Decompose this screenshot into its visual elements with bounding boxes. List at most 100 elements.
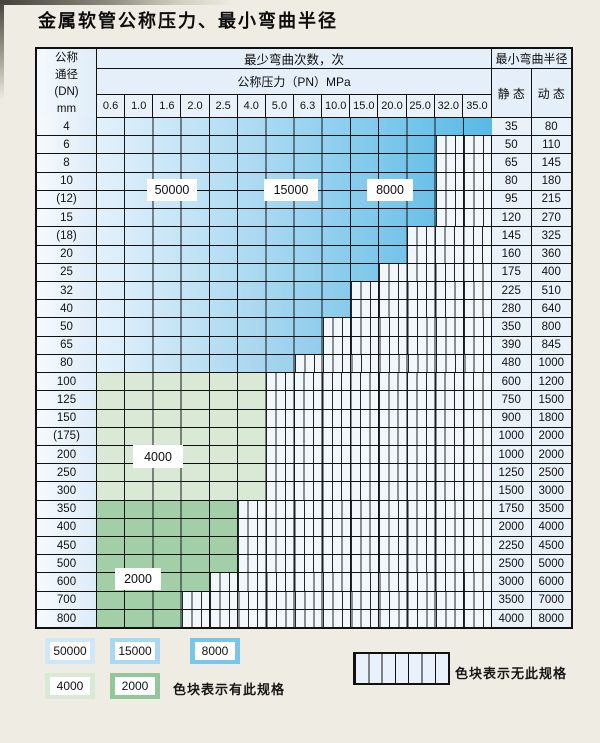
static-radius-value: 50 — [492, 136, 532, 154]
static-radius-value: 1000 — [492, 445, 532, 464]
static-radius-value: 1500 — [492, 482, 532, 500]
dn-cell: 25 — [37, 263, 97, 281]
static-radius-value: 2000 — [492, 518, 532, 537]
dn-cell: 300 — [37, 482, 97, 500]
pressure-cells — [97, 609, 492, 628]
dn-cell: 800 — [37, 609, 97, 628]
column-grid-lines — [97, 354, 491, 373]
dynamic-radius-value: 145 — [531, 154, 571, 172]
static-radius-value: 80 — [492, 172, 532, 190]
static-radius-value: 3500 — [492, 591, 532, 609]
dynamic-radius-value: 640 — [531, 300, 571, 318]
dynamic-radius-value: 2500 — [531, 464, 571, 482]
table-body: 4 35 80 6 50 110 8 65 145 10 80 180 (12) 95 215 15 120 27… — [37, 118, 571, 628]
static-radius-value: 1750 — [492, 500, 532, 518]
table-row-dn-6: 6 50 110 — [37, 136, 571, 155]
dynamic-radius-value: 110 — [531, 136, 571, 154]
pressure-cells — [97, 209, 492, 227]
static-radius-value: 2250 — [492, 537, 532, 555]
dn-cell: 150 — [37, 409, 97, 427]
static-radius-value: 1000 — [492, 427, 532, 445]
pressure-header-10.0: 10.0 — [322, 95, 351, 117]
dn-cell: 4 — [37, 118, 97, 136]
column-grid-lines — [97, 227, 491, 245]
pressure-header-5.0: 5.0 — [265, 95, 294, 117]
dn-cell: 50 — [37, 318, 97, 336]
legend-swatch-2000-label: 2000 — [115, 677, 155, 695]
dn-cell: 80 — [37, 354, 97, 373]
pressure-header-32.0: 32.0 — [434, 95, 463, 117]
table-row-dn-8: 8 65 145 — [37, 154, 571, 173]
column-grid-lines — [97, 500, 491, 518]
pressure-cells — [97, 300, 492, 318]
dynamic-radius-value: 180 — [531, 172, 571, 190]
dn-cell: 32 — [37, 281, 97, 300]
legend-swatch-15000-label: 15000 — [115, 642, 155, 660]
column-grid-lines — [97, 427, 491, 445]
dynamic-radius-value: 1200 — [531, 373, 571, 391]
table-row-dn-150: 150 900 1800 — [37, 409, 571, 428]
table-row-dn-350: 350 1750 3500 — [37, 500, 571, 519]
pressure-header-25.0: 25.0 — [406, 95, 435, 117]
static-radius-value: 1250 — [492, 464, 532, 482]
pressure-cells — [97, 136, 492, 154]
pressure-header-6.3: 6.3 — [293, 95, 323, 117]
pressure-cells — [97, 500, 492, 518]
static-radius-value: 390 — [492, 336, 532, 354]
dn-cell: 40 — [37, 300, 97, 318]
header-bend-radius: 最小弯曲半径 — [492, 49, 571, 69]
pressure-header-2.5: 2.5 — [209, 95, 238, 117]
dynamic-radius-value: 4000 — [531, 518, 571, 537]
pressure-cells — [97, 336, 492, 354]
dn-cell: 125 — [37, 391, 97, 409]
legend: 50000 15000 8000 4000 2000 色块表示有此规格 色块表示… — [0, 630, 600, 730]
dynamic-radius-value: 2000 — [531, 445, 571, 464]
column-grid-lines — [97, 609, 491, 628]
pressure-cells — [97, 118, 492, 136]
pressure-cells — [97, 573, 492, 591]
dynamic-radius-value: 270 — [531, 209, 571, 227]
legend-swatch-50000: 50000 — [45, 638, 95, 664]
header-dn-line4: mm — [56, 103, 77, 115]
table-row-dn-18: (18) 145 325 — [37, 227, 571, 246]
legend-swatch-2000: 2000 — [110, 673, 160, 699]
column-grid-lines — [97, 300, 491, 318]
column-grid-lines — [97, 318, 491, 336]
legend-no-spec-swatch — [353, 652, 450, 685]
static-radius-value: 120 — [492, 209, 532, 227]
column-grid-lines — [97, 118, 491, 136]
pressure-cells — [97, 409, 492, 427]
dn-cell: 450 — [37, 537, 97, 555]
dynamic-radius-value: 5000 — [531, 555, 571, 573]
static-radius-value: 3000 — [492, 573, 532, 591]
table-row-dn-32: 32 225 510 — [37, 281, 571, 301]
zone-label-15000: 15000 — [264, 179, 318, 201]
legend-swatch-8000-label: 8000 — [195, 642, 235, 660]
table-row-dn-4: 4 35 80 — [37, 118, 571, 137]
dn-cell: 350 — [37, 500, 97, 518]
pressure-cells — [97, 427, 492, 445]
table-row-dn-15: 15 120 270 — [37, 209, 571, 228]
table-row-dn-100: 100 600 1200 — [37, 373, 571, 392]
dynamic-radius-value: 400 — [531, 263, 571, 281]
header-dn-line1: 公称 — [55, 52, 78, 64]
header-bend-cycles: 最少弯曲次数，次 — [97, 49, 492, 69]
dynamic-radius-value: 4500 — [531, 537, 571, 555]
dynamic-radius-value: 3500 — [531, 500, 571, 518]
static-radius-value: 280 — [492, 300, 532, 318]
dn-cell: 20 — [37, 245, 97, 263]
table-row-dn-600: 600 3000 6000 — [37, 573, 571, 592]
page-title: 金属软管公称压力、最小弯曲半径 — [38, 11, 338, 31]
dynamic-radius-value: 3000 — [531, 482, 571, 500]
table-row-dn-25: 25 175 400 — [37, 263, 571, 282]
legend-swatch-8000: 8000 — [190, 638, 240, 664]
pressure-cells — [97, 154, 492, 172]
pressure-header-2.0: 2.0 — [181, 95, 210, 117]
column-grid-lines — [97, 518, 491, 537]
pressure-cells — [97, 354, 492, 373]
dynamic-radius-value: 845 — [531, 336, 571, 354]
dn-cell: 65 — [37, 336, 97, 354]
pressure-cells — [97, 245, 492, 263]
header-dn: 公称 通径 (DN) mm — [37, 49, 97, 118]
